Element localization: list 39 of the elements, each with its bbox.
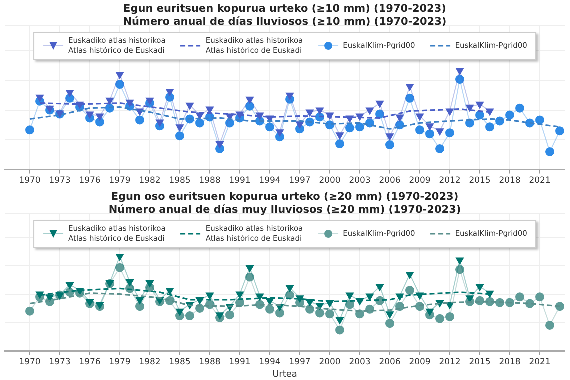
x-tick-label: 2012 bbox=[439, 357, 461, 368]
x-tick-label: 1991 bbox=[229, 176, 251, 186]
x-tick-label: 1973 bbox=[49, 176, 71, 186]
x-tick-label: 1985 bbox=[169, 357, 191, 368]
x-tick-label: 2021 bbox=[529, 176, 551, 186]
chart-title: Egun euritsuen kopurua urteko (≥10 mm) (1970-2023) Número anual de días lluviosos (≥10 mm) (1970-2023) bbox=[122, 3, 448, 29]
x-tick-label: 2006 bbox=[379, 176, 401, 186]
x-tick-label: 2009 bbox=[409, 176, 431, 186]
x-tick-label: 1973 bbox=[49, 357, 71, 368]
x-tick-label: 1997 bbox=[289, 176, 311, 186]
x-tick-label: 1997 bbox=[289, 357, 311, 368]
x-tick-label: 2000 bbox=[319, 357, 341, 368]
x-tick-label: 1985 bbox=[169, 176, 191, 186]
x-tick-label: 2018 bbox=[499, 176, 521, 186]
x-tick-label: 2018 bbox=[499, 357, 521, 368]
x-tick-label: 1991 bbox=[229, 357, 251, 368]
x-tick-label: 1988 bbox=[199, 357, 221, 368]
x-tick-label: 1970 bbox=[19, 357, 41, 368]
x-tick-label: 2009 bbox=[409, 357, 431, 368]
x-tick-label: 1988 bbox=[199, 176, 221, 186]
x-tick-label: 2021 bbox=[529, 357, 551, 368]
x-tick-label: 1994 bbox=[259, 357, 281, 368]
x-tick-label: 1979 bbox=[109, 176, 131, 186]
chart-title: Egun oso euritsuen kopurua urteko (≥20 mm) (1970-2023) Número anual de días muy lluviosos (≥20 mm) (1970-2023) bbox=[108, 191, 462, 217]
x-tick-label: 2015 bbox=[469, 176, 491, 186]
x-tick-label: 1979 bbox=[109, 357, 131, 368]
x-tick-label: 2003 bbox=[349, 357, 371, 368]
x-tick-label: 2000 bbox=[319, 176, 341, 186]
x-tick-label: 1976 bbox=[79, 357, 101, 368]
x-tick-label: 2012 bbox=[439, 176, 461, 186]
x-tick-label: 2003 bbox=[349, 176, 371, 186]
x-tick-label: 1982 bbox=[139, 176, 161, 186]
x-tick-label: 2015 bbox=[469, 357, 491, 368]
x-tick-label: 1994 bbox=[259, 176, 281, 186]
x-tick-label: 1982 bbox=[139, 357, 161, 368]
x-tick-label: 2006 bbox=[379, 357, 401, 368]
x-axis-title: Urtea bbox=[272, 370, 298, 380]
x-tick-label: 1976 bbox=[79, 176, 101, 186]
x-tick-label: 1970 bbox=[19, 176, 41, 186]
